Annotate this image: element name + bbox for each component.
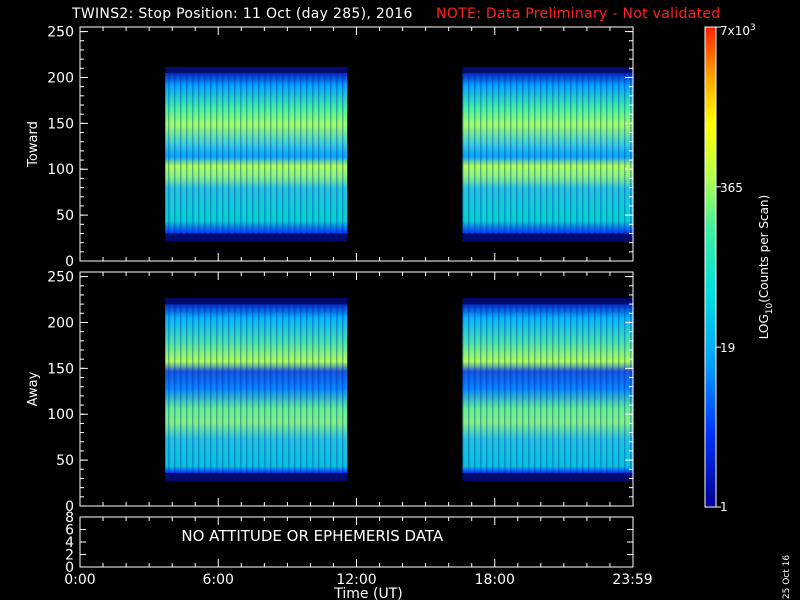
colorbar-tick-label: 365 — [720, 181, 743, 195]
heatmap-noise-top — [165, 66, 348, 73]
heatmap-texture — [462, 72, 633, 234]
x-tick-label: 6:00 — [203, 572, 234, 588]
heatmap-noise-top — [165, 298, 348, 305]
y-tick-label: 4 — [65, 535, 74, 551]
heatmap-noise-bottom — [462, 233, 633, 242]
colorbar-tick-label: 19 — [720, 341, 735, 355]
y-tick-label: 8 — [65, 510, 74, 526]
y-tick-label: 0 — [65, 254, 74, 270]
y-tick-label: 200 — [47, 70, 74, 86]
colorbar-label: LOG10(Counts per Scan) — [757, 195, 775, 339]
y-tick-label: 0 — [65, 499, 74, 515]
heatmap-texture — [462, 304, 633, 473]
colorbar-tick-label: 1 — [720, 500, 728, 514]
heatmap-texture — [165, 304, 348, 473]
panel-frame — [79, 26, 634, 262]
colorbar-tick-label: 7x103 — [720, 23, 756, 38]
colorbar: 1 19 365 7x103 LOG10(Counts per Scan) — [704, 23, 775, 514]
y-tick-label: 200 — [47, 315, 74, 331]
colorbar-gradient — [704, 26, 717, 508]
y-tick-label: 50 — [56, 453, 74, 469]
y-tick-label: 100 — [47, 407, 74, 423]
heatmap-noise-top — [462, 298, 633, 305]
no-data-annotation: NO ATTITUDE OR EPHEMERIS DATA — [181, 527, 444, 545]
y-tick-label: 250 — [47, 25, 74, 41]
y-tick-label: 150 — [47, 361, 74, 377]
date-stamp: 25 Oct 16 — [782, 554, 793, 600]
heatmap-noise-bottom — [165, 472, 348, 481]
y-tick-label: 250 — [47, 270, 74, 286]
x-tick-label: 0:00 — [64, 572, 95, 588]
plot-panels: 0 50 100 150 200 250 Toward 0 50 100 150 200 250 Away… — [26, 25, 653, 600]
y-tick-label: 50 — [56, 208, 74, 224]
panel-frame — [79, 271, 634, 507]
page-title: TWINS2: Stop Position: 11 Oct (day 285),… — [72, 6, 413, 22]
heatmap-noise-bottom — [165, 233, 348, 242]
panel-ylabel: Toward — [26, 121, 41, 168]
y-tick-label: 100 — [47, 162, 74, 178]
y-tick-label: 6 — [65, 523, 74, 539]
y-tick-label: 0 — [65, 560, 74, 576]
y-tick-label: 2 — [65, 548, 74, 564]
x-axis-label: Time (UT) — [333, 586, 402, 600]
panel-frame — [79, 516, 634, 568]
y-tick-label: 150 — [47, 116, 74, 132]
x-tick-label: 12:00 — [336, 572, 376, 588]
x-tick-label: 18:00 — [475, 572, 515, 588]
preliminary-note: NOTE: Data Preliminary - Not validated — [436, 6, 721, 22]
heatmap-noise-top — [462, 66, 633, 73]
heatmap-texture — [165, 72, 348, 234]
heatmap-noise-bottom — [462, 472, 633, 481]
x-tick-label: 23:59 — [612, 572, 652, 588]
panel-ylabel: Away — [26, 371, 41, 406]
